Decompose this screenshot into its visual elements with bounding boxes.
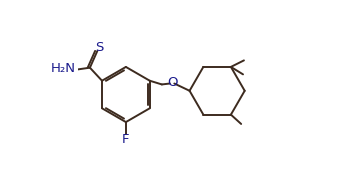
Text: H₂N: H₂N	[51, 62, 76, 75]
Text: O: O	[167, 76, 178, 89]
Text: S: S	[95, 41, 104, 54]
Text: F: F	[122, 133, 130, 146]
